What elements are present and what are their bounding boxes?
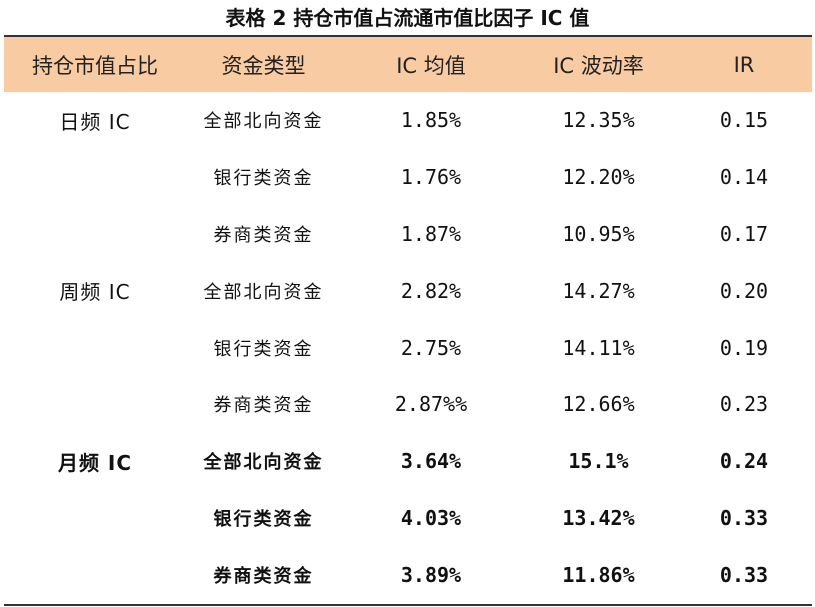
header-row: 持仓市值占比 资金类型 IC 均值 IC 波动率 IR bbox=[4, 37, 812, 92]
row-group-label: 日频 IC bbox=[59, 109, 131, 134]
ic-mean-cell: 4.03% bbox=[400, 505, 462, 530]
table-caption: 表格 2 持仓市值占流通市值比因子 IC 值 bbox=[225, 6, 590, 30]
ic-volatility-cell: 10.95% bbox=[562, 221, 635, 246]
ic-table: 持仓市值占比 资金类型 IC 均值 IC 波动率 IR 日频 IC 全部北向资金 1… bbox=[4, 37, 812, 603]
fund-type-cell: 全部北向资金 bbox=[203, 452, 324, 474]
ir-cell: 0.15 bbox=[719, 108, 769, 133]
fund-type-cell: 全部北向资金 bbox=[203, 111, 324, 133]
row-group-label bbox=[4, 376, 186, 433]
fund-type-cell: 银行类资金 bbox=[213, 508, 314, 530]
row-group-label bbox=[4, 546, 186, 603]
row-group-label bbox=[4, 206, 186, 263]
table-row: 券商类资金 1.87% 10.95% 0.17 bbox=[4, 206, 812, 263]
ic-mean-cell: 1.76% bbox=[400, 165, 462, 190]
fund-type-cell: 券商类资金 bbox=[213, 224, 314, 246]
ic-volatility-cell: 15.1% bbox=[568, 449, 629, 474]
ic-mean-cell: 1.85% bbox=[400, 108, 462, 133]
ir-cell: 0.33 bbox=[719, 505, 769, 530]
row-group-label: 周频 IC bbox=[59, 280, 131, 305]
ic-volatility-cell: 14.27% bbox=[562, 278, 635, 303]
header-fund-type: 资金类型 bbox=[221, 53, 306, 78]
ic-mean-cell: 3.89% bbox=[400, 562, 462, 587]
ic-mean-cell: 2.87%% bbox=[394, 392, 468, 417]
ic-volatility-cell: 14.11% bbox=[562, 335, 635, 360]
table-row: 银行类资金 1.76% 12.20% 0.14 bbox=[4, 149, 812, 206]
table-row: 银行类资金 4.03% 13.42% 0.33 bbox=[4, 490, 812, 547]
ir-cell: 0.23 bbox=[719, 392, 769, 417]
table-row: 日频 IC 全部北向资金 1.85% 12.35% 0.15 bbox=[4, 92, 812, 149]
header-ic-volatility: IC 波动率 bbox=[553, 53, 644, 78]
bottom-rule bbox=[4, 604, 812, 606]
ic-mean-cell: 2.82% bbox=[400, 278, 462, 303]
table-row: 券商类资金 2.87%% 12.66% 0.23 bbox=[4, 376, 812, 433]
ir-cell: 0.19 bbox=[719, 335, 769, 360]
ic-volatility-cell: 11.86% bbox=[562, 562, 635, 587]
ic-volatility-cell: 12.20% bbox=[562, 165, 635, 190]
fund-type-cell: 券商类资金 bbox=[213, 565, 314, 587]
ir-cell: 0.24 bbox=[719, 449, 769, 474]
header-ic-mean: IC 均值 bbox=[396, 53, 466, 78]
row-group-label bbox=[4, 490, 186, 547]
fund-type-cell: 银行类资金 bbox=[213, 168, 314, 190]
header-ir: IR bbox=[733, 52, 755, 77]
ic-mean-cell: 1.87% bbox=[400, 221, 462, 246]
row-group-label bbox=[4, 319, 186, 376]
ic-mean-cell: 3.64% bbox=[400, 449, 462, 474]
top-rule bbox=[4, 35, 812, 37]
fund-type-cell: 券商类资金 bbox=[213, 395, 314, 417]
table-row: 周频 IC 全部北向资金 2.82% 14.27% 0.20 bbox=[4, 262, 812, 319]
ir-cell: 0.20 bbox=[719, 278, 769, 303]
row-group-label: 月频 IC bbox=[57, 450, 133, 475]
fund-type-cell: 银行类资金 bbox=[213, 338, 314, 360]
ic-mean-cell: 2.75% bbox=[400, 335, 462, 360]
ic-volatility-cell: 13.42% bbox=[562, 505, 635, 530]
ir-cell: 0.33 bbox=[719, 562, 769, 587]
ic-volatility-cell: 12.35% bbox=[562, 108, 635, 133]
ir-cell: 0.14 bbox=[719, 165, 769, 190]
table-row: 月频 IC 全部北向资金 3.64% 15.1% 0.24 bbox=[4, 433, 812, 490]
ic-volatility-cell: 12.66% bbox=[562, 392, 635, 417]
table-row: 券商类资金 3.89% 11.86% 0.33 bbox=[4, 546, 812, 603]
ir-cell: 0.17 bbox=[719, 221, 769, 246]
row-group-label bbox=[4, 149, 186, 206]
fund-type-cell: 全部北向资金 bbox=[203, 281, 324, 303]
table-row: 银行类资金 2.75% 14.11% 0.19 bbox=[4, 319, 812, 376]
header-holding-ratio: 持仓市值占比 bbox=[32, 53, 158, 78]
